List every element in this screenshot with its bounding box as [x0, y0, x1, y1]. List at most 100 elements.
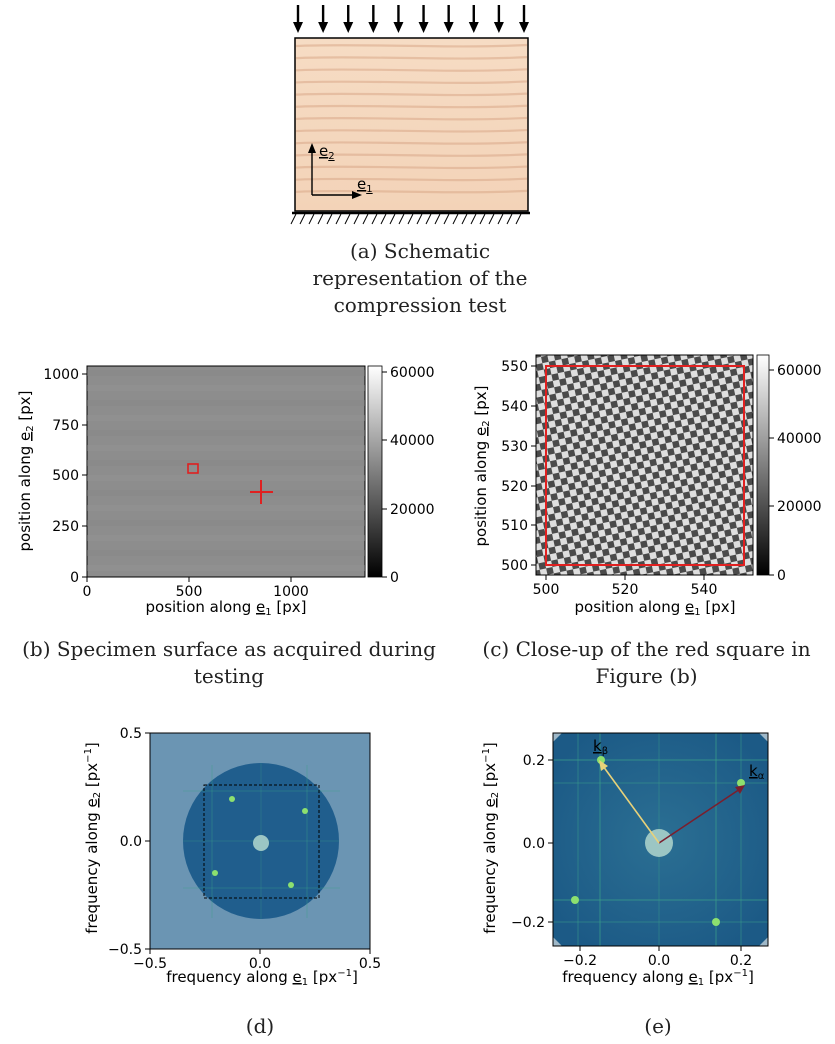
hatch-line [335, 213, 342, 225]
tick-label: 0.2 [730, 953, 752, 969]
tick-label: −0.5 [108, 942, 142, 958]
grain-stripe [295, 116, 528, 121]
panel-d: −0.5 0.0 0.5 −0.5 0.0 0.5 frequency along e1… [83, 726, 381, 988]
surface-band [87, 475, 365, 481]
surface-band [87, 565, 365, 571]
load-arrowhead [343, 22, 354, 33]
caption-a: (a) Schematic representation of the comp… [290, 238, 550, 319]
y-axis-label-d: frequency along e2 [px−1] [83, 742, 103, 934]
caption-c: (c) Close-up of the red square in Figure… [458, 636, 835, 690]
peak [737, 779, 745, 787]
tick-label: 540 [501, 399, 528, 415]
tick-label: 500 [52, 468, 79, 484]
axes-frame-b [86, 365, 366, 578]
x-axis-label-c: position along e1 [px] [575, 598, 736, 618]
load-arrowhead [318, 22, 329, 33]
colorbar-ticks-b: 0 20000 40000 60000 [382, 365, 435, 586]
y-ticks-c: 500 510 520 530 540 550 [501, 359, 536, 574]
hatch-line [299, 213, 306, 225]
tick-label: 0.0 [523, 836, 545, 852]
load-arrowhead [443, 22, 454, 33]
x-axis-label-d: frequency along e1 [px−1] [166, 968, 358, 988]
closeup-image [536, 355, 753, 575]
hatch-line [470, 213, 477, 225]
tick-label: 0 [70, 570, 79, 586]
hatch-line [308, 213, 315, 225]
surface-band [87, 505, 365, 511]
caption-d: (d) [245, 1014, 275, 1038]
axes-frame-c [535, 354, 754, 576]
hatch-line [488, 213, 495, 225]
tick-label: −0.2 [511, 915, 545, 931]
grain-stripe [295, 177, 528, 182]
tick-label: 0.5 [359, 956, 381, 972]
surface-band [87, 430, 365, 436]
tick-label: 510 [501, 518, 528, 534]
k-beta-arrowhead [599, 760, 608, 771]
wood-specimen [294, 37, 529, 212]
caption-c-line: Figure (b) [595, 664, 698, 688]
tick-label: 40000 [390, 433, 435, 449]
load-arrowhead [493, 22, 504, 33]
tick-label: 250 [52, 519, 79, 535]
tick-label: 0.0 [648, 953, 670, 969]
wood-grain-stripes [295, 43, 528, 194]
peak [302, 808, 308, 814]
hatch-line [362, 213, 369, 225]
grain-stripe [295, 80, 528, 84]
tick-label: −0.5 [133, 956, 167, 972]
hatch-line [506, 213, 513, 225]
caption-b-line: (b) Specimen surface as acquired during [22, 637, 436, 661]
tick-label: 750 [52, 418, 79, 434]
x-ticks-c: 500 520 540 [533, 575, 717, 598]
panel-e: kα kβ −0.2 0.0 0.2 −0.2 0.0 0.2 frequency al… [481, 732, 769, 988]
y-ticks-e: −0.2 0.0 0.2 [511, 753, 553, 931]
colorbar-b [367, 365, 383, 578]
y-axis-label-e: frequency along e2 [px−1] [481, 742, 501, 934]
e2-label: e2 [319, 142, 335, 162]
hatch-line [398, 213, 405, 225]
hatch-line [371, 213, 378, 225]
peak [712, 918, 720, 926]
hatch-line [497, 213, 504, 225]
red-frame [545, 365, 745, 566]
x-ticks-e: −0.2 0.0 0.2 [563, 946, 752, 969]
load-arrows [293, 5, 529, 33]
axes-frame-e [552, 732, 769, 947]
surface-band [87, 415, 365, 421]
peak [597, 756, 605, 764]
tick-label: 530 [501, 439, 528, 455]
surface-band [87, 520, 365, 526]
grain-stripe [295, 104, 528, 109]
hatch-line [344, 213, 351, 225]
x-axis-label-b: position along e1 [px] [146, 598, 307, 618]
tick-label: 0.5 [120, 726, 142, 742]
colorbar-ticks-c: 0 20000 40000 60000 [769, 363, 822, 584]
load-arrowhead [393, 22, 404, 33]
tick-label: 500 [533, 582, 560, 598]
tick-label: 0 [777, 568, 786, 584]
tick-label: 500 [176, 584, 203, 600]
red-square-marker [187, 463, 199, 474]
surface-band [87, 490, 365, 496]
grain-stripe [295, 165, 528, 170]
surface-band [87, 370, 365, 376]
grain-stripe [295, 92, 528, 97]
hatch-line [326, 213, 333, 225]
peak [229, 796, 235, 802]
load-arrowhead [519, 22, 529, 33]
tick-label: −0.2 [563, 953, 597, 969]
k-alpha-vector [658, 788, 741, 844]
tick-label: 1000 [43, 367, 79, 383]
y-ticks-d: −0.5 0.0 0.5 [108, 726, 150, 958]
grain-stripe [295, 153, 528, 157]
hatch-line [425, 213, 432, 225]
peak [288, 882, 294, 888]
caption-a-line: (a) Schematic [349, 239, 491, 263]
hatch-line [452, 213, 459, 225]
hatch-line [317, 213, 324, 225]
caption-a-line: representation of the [312, 266, 528, 290]
caption-e: (e) [644, 1014, 672, 1038]
surface-band [87, 385, 365, 391]
